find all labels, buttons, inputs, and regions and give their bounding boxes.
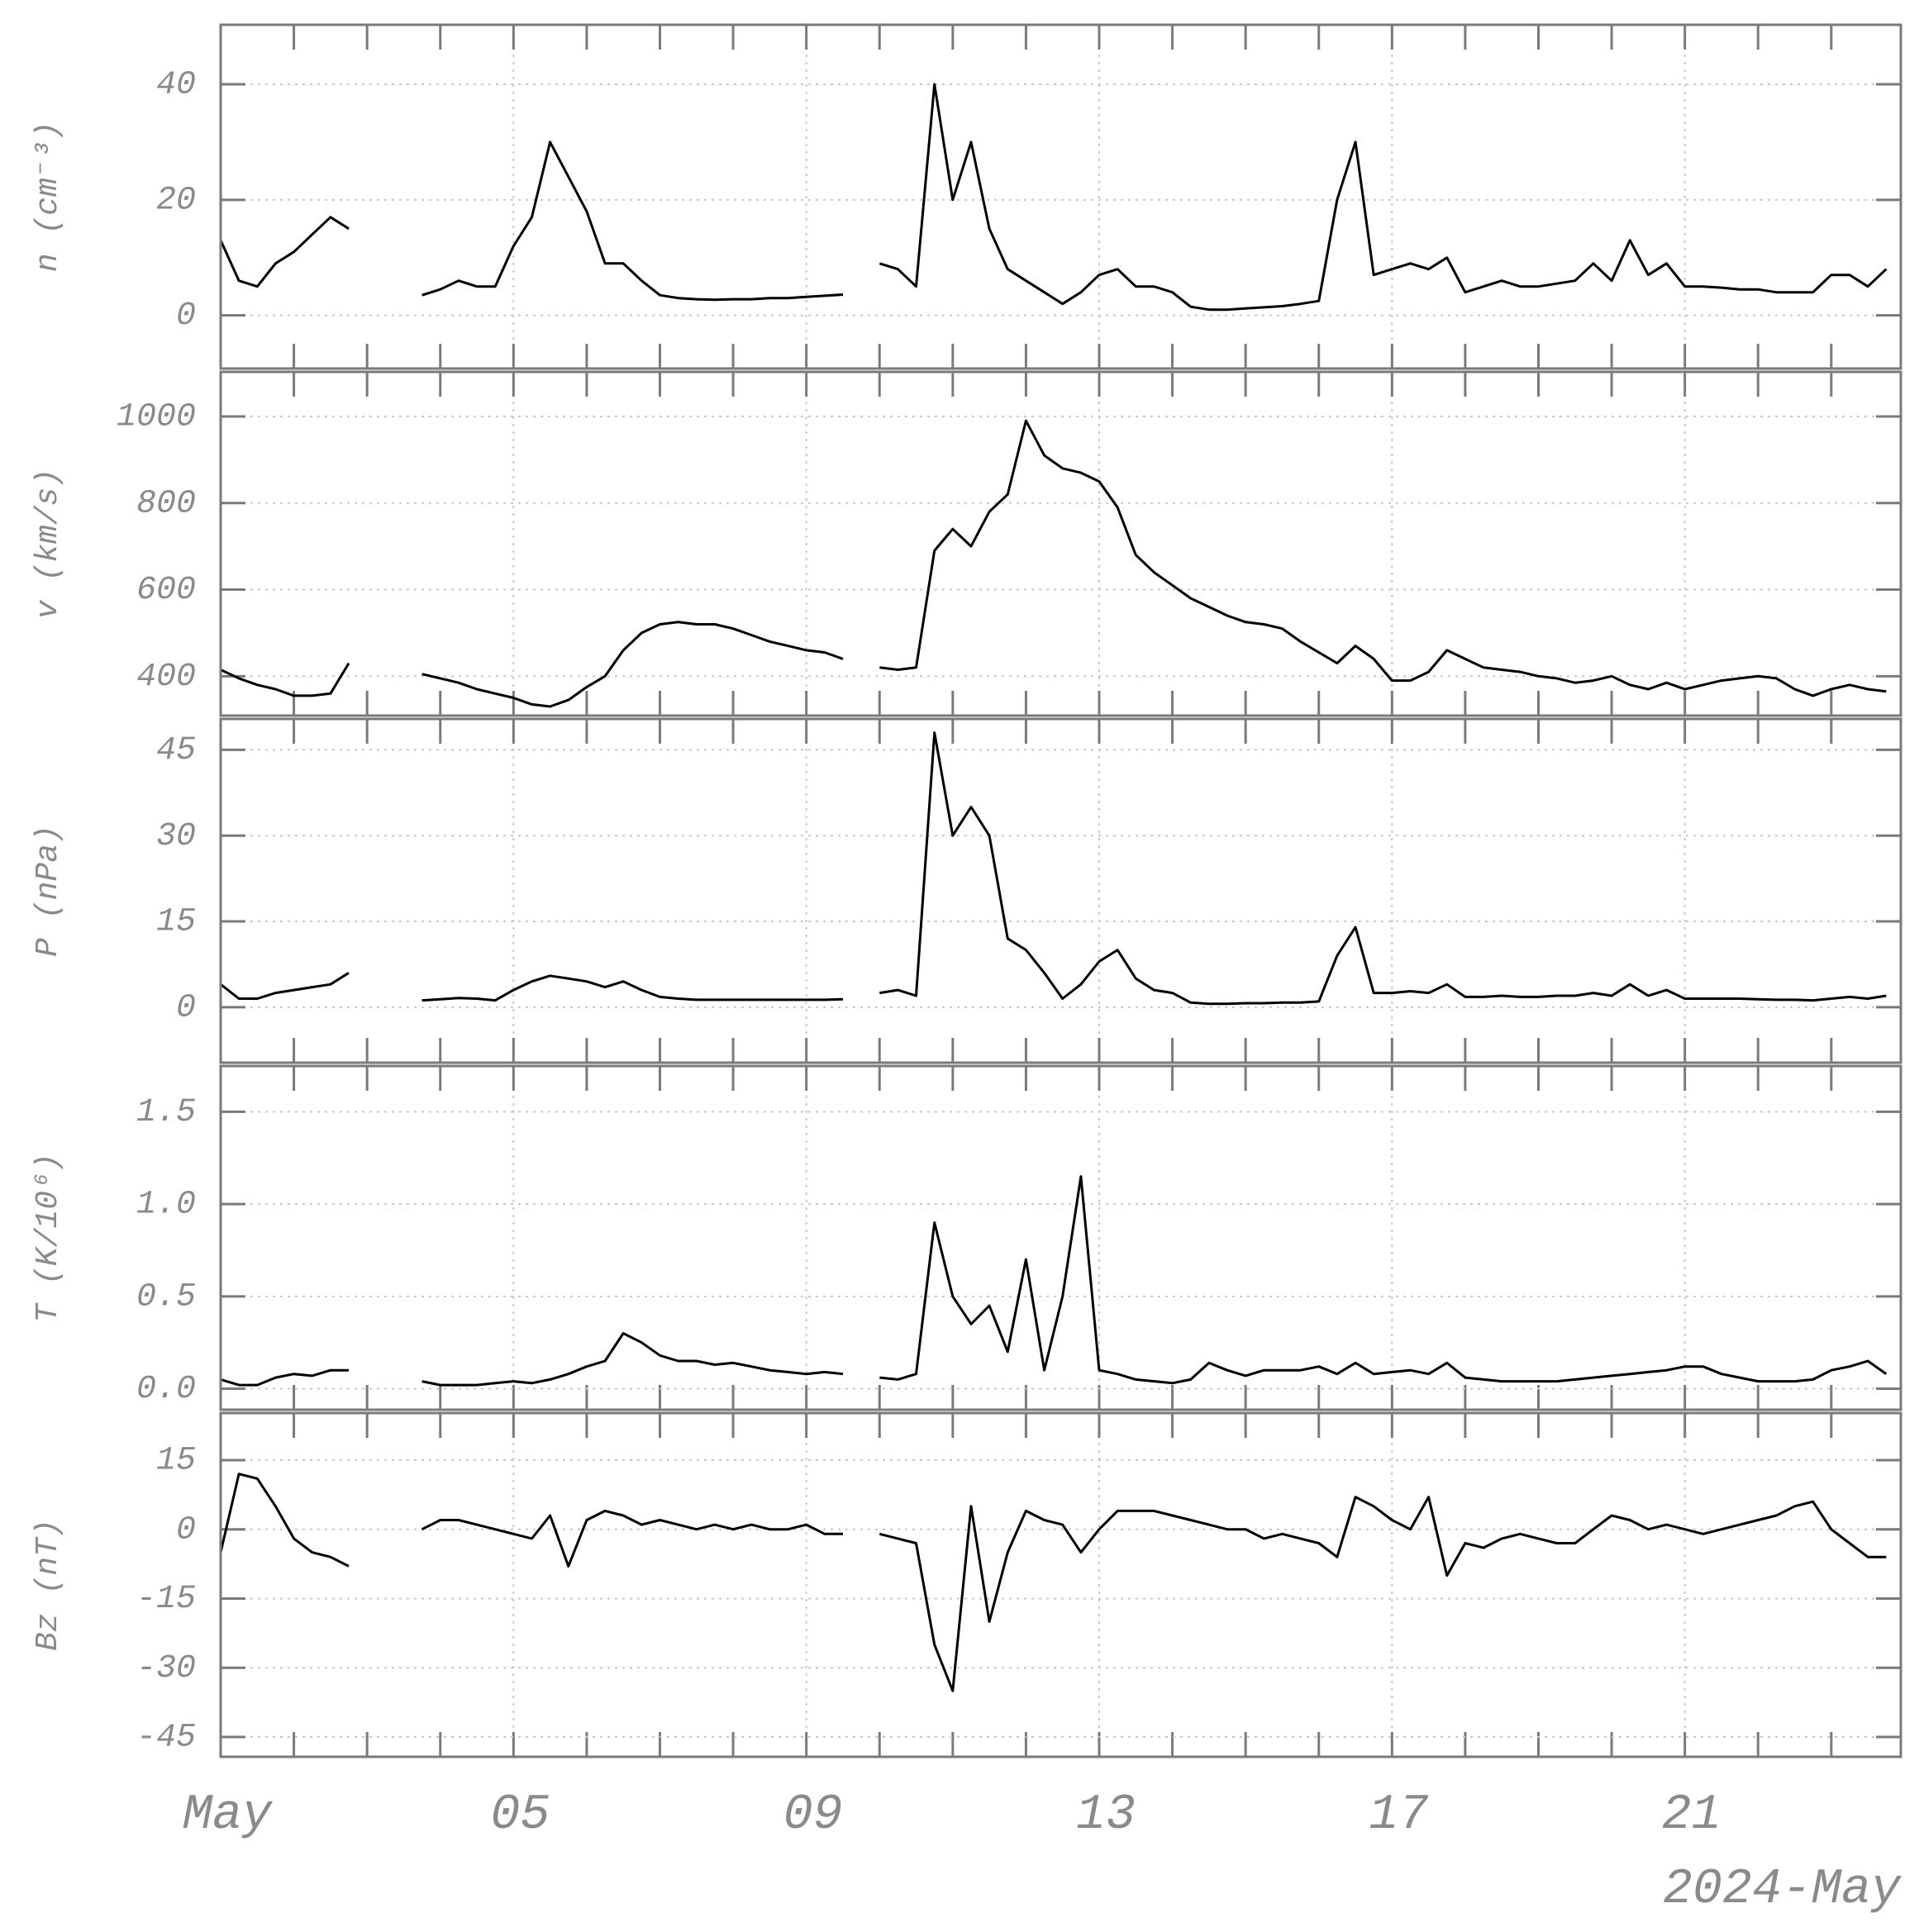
y-tick-label: 0: [176, 297, 196, 335]
y-tick-label: 15: [156, 1443, 196, 1480]
data-line: [220, 731, 1887, 1006]
panel-frame: [219, 370, 1902, 717]
y-tick-label: 1000: [117, 399, 196, 436]
y-tick-label: -30: [136, 1650, 196, 1687]
y-tick-label: 15: [156, 904, 196, 941]
data-line: [220, 419, 1887, 708]
y-tick-label: 0: [176, 1511, 196, 1549]
y-tick-label: 0.5: [136, 1278, 196, 1316]
x-tick-label: 05: [490, 1787, 550, 1844]
y-axis-label: v (km/s): [31, 469, 66, 619]
y-axis-label: T (K/10⁶): [31, 1153, 66, 1322]
y-tick-label: 40: [156, 67, 196, 104]
y-tick-label: 800: [136, 485, 196, 522]
y-tick-label: 600: [136, 572, 196, 609]
data-line: [220, 1175, 1888, 1387]
data-line: [219, 83, 1888, 312]
x-tick-label: 21: [1662, 1787, 1721, 1844]
x-tick-label: 09: [783, 1787, 843, 1844]
y-tick-label: -45: [136, 1720, 196, 1757]
panel-frame: [219, 717, 1902, 1064]
y-tick-label: 0.0: [136, 1371, 196, 1408]
y-tick-label: 1.0: [136, 1187, 196, 1224]
panel-frame: [219, 23, 1902, 370]
x-tick-label: 13: [1076, 1787, 1136, 1844]
y-tick-label: 20: [156, 182, 196, 219]
y-tick-label: 45: [156, 732, 196, 769]
y-axis-label: Bz (nT): [31, 1519, 66, 1651]
panel-frame: [219, 1411, 1902, 1758]
panel-frame: [219, 1064, 1902, 1411]
x-axis-label: 2024-May: [1663, 1862, 1902, 1918]
y-tick-label: -15: [136, 1581, 196, 1618]
data-line: [219, 1473, 1887, 1692]
x-tick-label: May: [183, 1787, 274, 1844]
x-tick-label: 17: [1369, 1787, 1428, 1844]
y-axis-label: P (nPa): [31, 825, 66, 957]
y-tick-label: 400: [136, 659, 196, 696]
y-tick-label: 0: [176, 989, 196, 1026]
y-tick-label: 1.5: [136, 1094, 196, 1131]
y-tick-label: 30: [156, 818, 196, 855]
y-axis-label: n (cm⁻³): [31, 121, 66, 273]
